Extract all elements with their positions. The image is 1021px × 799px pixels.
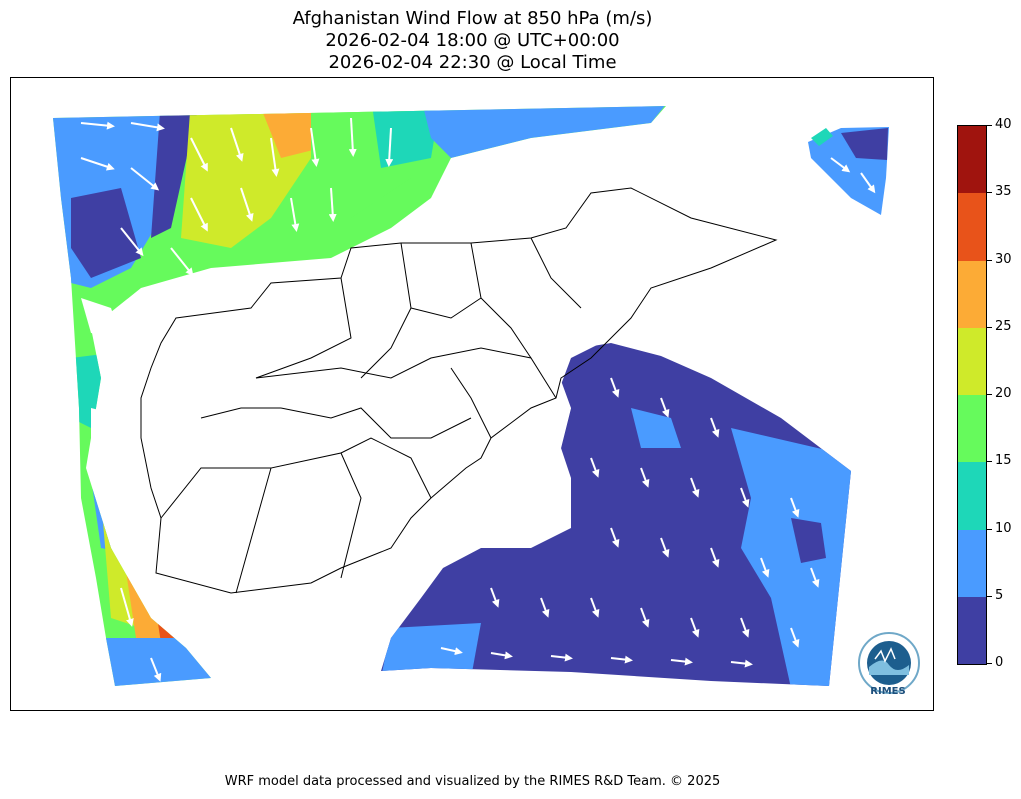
rimes-logo-text: RIMES [870, 686, 906, 697]
colorbar-tick-label: 10 [995, 520, 1012, 536]
title-line-2: 2026-02-04 18:00 @ UTC+00:00 [325, 30, 620, 51]
wind-speed-field-northeast [808, 127, 889, 215]
colorbar-segment [958, 126, 986, 194]
colorbar-tick-label: 15 [995, 453, 1012, 469]
colorbar-tick [987, 461, 992, 463]
rimes-logo-emblem [858, 632, 920, 694]
colorbar-segment [958, 596, 986, 664]
colorbar-tick [987, 192, 992, 194]
colorbar-tick-label: 20 [995, 386, 1012, 401]
terrain-mask [81, 188, 781, 548]
colorbar-tick-label: 25 [995, 318, 1012, 334]
colorbar-tick [987, 663, 992, 664]
colorbar-tick [987, 125, 992, 126]
colorbar-tick [987, 394, 992, 395]
colorbar-tick [987, 595, 992, 597]
colorbar-tick-label: 5 [995, 587, 1004, 603]
colorbar-tick-label: 35 [995, 184, 1012, 200]
colorbar-tick-label: 40 [995, 117, 1012, 132]
admin-boundaries [140, 187, 778, 594]
colorbar-segment [958, 462, 986, 530]
colorbar-tick [987, 528, 992, 530]
rimes-logo: RIMES [855, 628, 921, 700]
colorbar-tick-label: 0 [995, 655, 1004, 670]
wind-vectors [80, 117, 876, 682]
title-line-1: Afghanistan Wind Flow at 850 hPa (m/s) [292, 8, 653, 29]
colorbar-tick [987, 259, 992, 261]
map-panel [10, 77, 934, 711]
colorbar [957, 125, 987, 665]
wind-map [53, 106, 920, 694]
colorbar-segment [958, 260, 986, 328]
colorbar-tick [987, 326, 992, 328]
footer-credit: WRF model data processed and visualized … [224, 774, 721, 789]
colorbar-tick-label: 30 [995, 251, 1012, 267]
colorbar-segment [958, 529, 986, 597]
colorbar-segment [958, 327, 986, 395]
colorbar-segment [958, 193, 986, 261]
title-line-3: 2026-02-04 22:30 @ Local Time [328, 52, 617, 73]
colorbar-segment [958, 395, 986, 463]
